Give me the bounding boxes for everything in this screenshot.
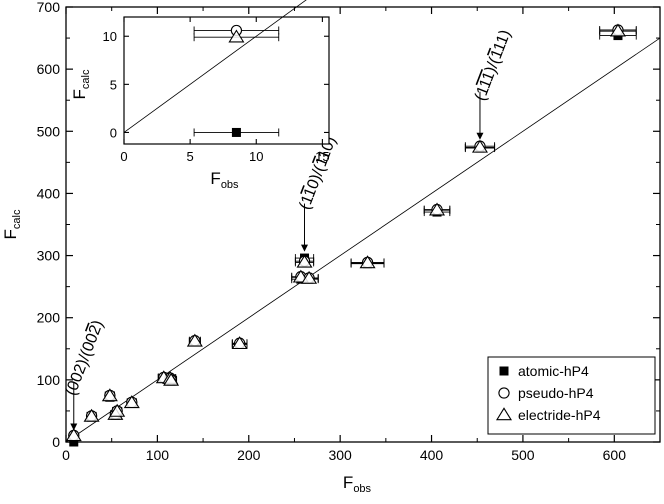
annotation-label: (110)/(110) xyxy=(296,134,339,212)
legend-box xyxy=(487,356,656,435)
square-marker xyxy=(69,437,79,447)
legend: atomic-hP4 pseudo-hP4 electride-hP4 xyxy=(487,356,656,435)
y-tick-label: 500 xyxy=(37,123,61,139)
square-marker xyxy=(231,127,241,137)
triangle-marker xyxy=(231,336,248,350)
inset-plot: 0 5 10 15 0 5 10 Fobs Fcalc xyxy=(70,0,330,191)
x-tick-label: 0 xyxy=(62,447,70,463)
triangle-marker xyxy=(301,270,318,284)
triangle-marker xyxy=(495,407,513,421)
main-plot-area: 0 100 200 300 400 500 600010020030040050060070… xyxy=(1,0,661,495)
inset-y-tick-label: 10 xyxy=(103,29,117,44)
triangle-marker xyxy=(186,333,203,347)
y-tick-label: 100 xyxy=(37,372,61,388)
triangle-marker xyxy=(83,408,100,422)
x-tick-label: 300 xyxy=(328,447,352,463)
triangle-marker xyxy=(123,395,140,409)
y-tick-label: 200 xyxy=(37,310,61,326)
y-tick-label: 0 xyxy=(52,434,60,450)
triangle-marker xyxy=(65,428,82,442)
annotation-arrowhead xyxy=(476,132,484,140)
x-tick-label: 600 xyxy=(603,447,627,463)
inset-x-tick-label: 5 xyxy=(187,149,194,164)
triangle-marker xyxy=(228,29,245,43)
x-axis-label: Fobs xyxy=(343,473,372,495)
x-tick-label: 100 xyxy=(146,447,170,463)
triangle-marker xyxy=(359,255,376,269)
x-tick-label: 200 xyxy=(237,447,261,463)
inset-fit-line xyxy=(123,0,307,133)
inset-x-tick-label: 15 xyxy=(315,149,329,164)
y-tick-label: 300 xyxy=(37,248,61,264)
square-marker xyxy=(499,366,509,376)
inset-x-axis-label: Fobs xyxy=(210,169,239,191)
triangle-marker xyxy=(471,139,488,153)
inset-y-tick-label: 5 xyxy=(110,77,117,92)
circle-marker xyxy=(498,387,510,399)
inset-y-axis-label: Fcalc xyxy=(70,69,92,99)
x-tick-label: 500 xyxy=(511,447,535,463)
triangle-marker xyxy=(163,372,180,386)
y-tick-label: 600 xyxy=(37,61,61,77)
y-tick-label: 700 xyxy=(37,0,61,15)
y-axis-label: Fcalc xyxy=(1,209,23,239)
inset-x-tick-label: 10 xyxy=(249,149,263,164)
triangle-marker xyxy=(429,202,446,216)
inset-frame xyxy=(123,16,330,145)
x-tick-label: 400 xyxy=(420,447,444,463)
triangle-marker xyxy=(109,403,126,417)
triangle-marker xyxy=(296,254,313,268)
annotation-arrowhead xyxy=(301,244,309,252)
annotation-label: (111)/(111) xyxy=(472,28,515,104)
triangle-marker xyxy=(609,23,626,37)
inset-y-tick-label: 0 xyxy=(110,125,117,140)
annotation-label: (002)/(002) xyxy=(63,318,107,398)
annotation-arrowhead xyxy=(70,423,78,431)
y-tick-label: 400 xyxy=(37,185,61,201)
legend-entry-pseudo-hP4: pseudo-hP4 xyxy=(518,385,594,401)
legend-entry-electride-hP4: electride-hP4 xyxy=(518,407,601,423)
legend-entry-atomic-hP4: atomic-hP4 xyxy=(518,363,589,379)
inset-x-tick-label: 0 xyxy=(120,149,127,164)
triangle-marker xyxy=(101,388,118,402)
